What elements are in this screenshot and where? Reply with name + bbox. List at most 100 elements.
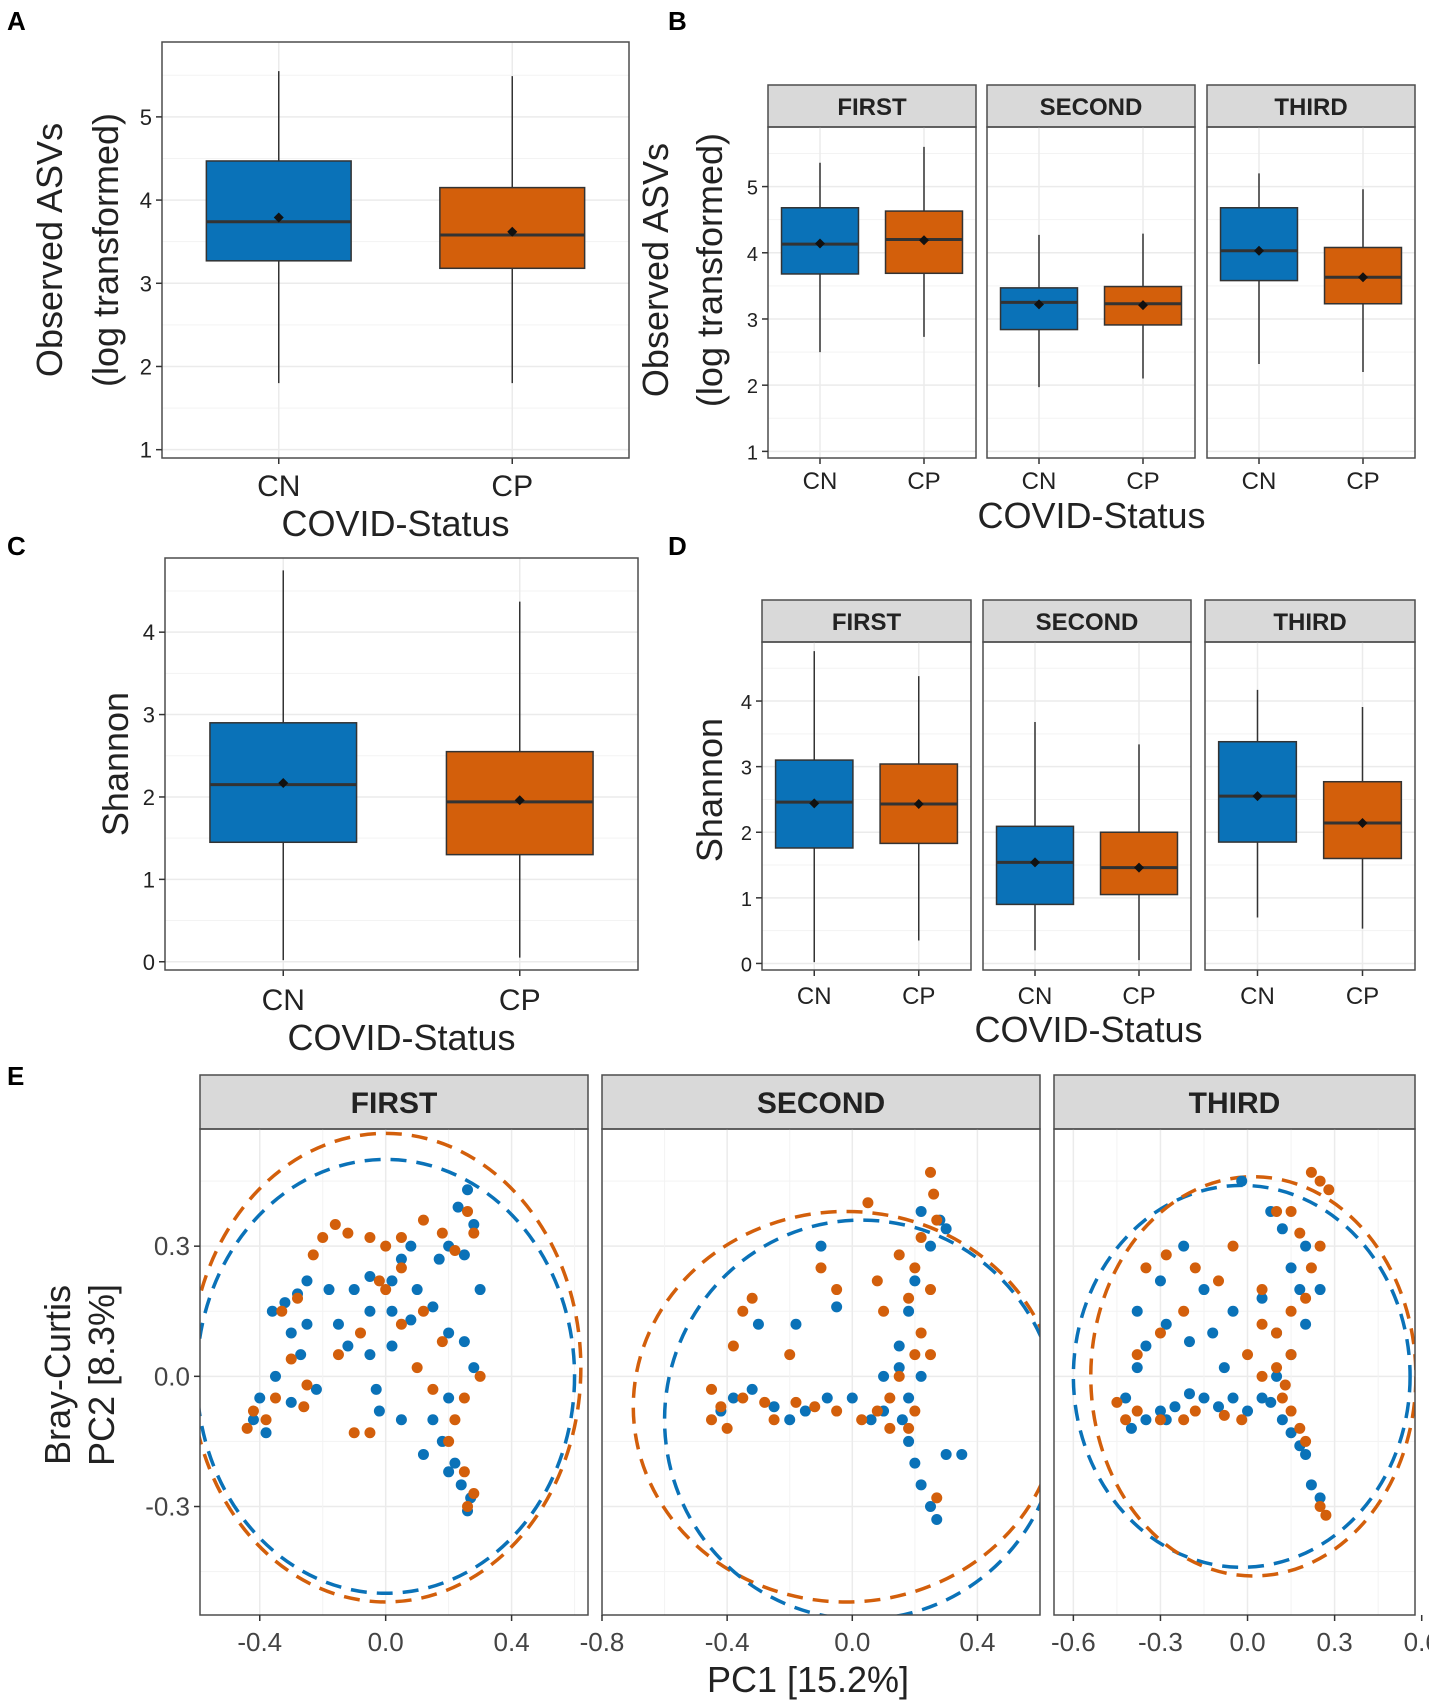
box-cn xyxy=(1219,207,1299,282)
panel-e: FIRST -0.4 0.0 0.4 SECOND -0.8 -0.4 0.0 0.4 THIRD… xyxy=(37,1074,1429,1700)
point-cn xyxy=(348,1284,360,1296)
plot-area xyxy=(602,1129,1040,1615)
point-cn xyxy=(1154,1275,1166,1287)
y-tick-label: 2 xyxy=(741,823,752,845)
panel-b: FIRST CN CP SECOND CN CP THIRD CN CP 1 2 3 4 5 COVID-S… xyxy=(635,84,1416,536)
point-cp xyxy=(1189,1405,1201,1417)
point-cp xyxy=(1242,1349,1254,1361)
point-cp xyxy=(925,1349,936,1361)
point-cp xyxy=(1320,1509,1332,1521)
facet-border xyxy=(986,126,1196,459)
mean-marker-cp xyxy=(919,235,929,246)
point-cp xyxy=(884,1422,896,1434)
x-tick-label-cp: CP xyxy=(907,468,940,495)
point-cn xyxy=(846,1392,858,1404)
box-cn xyxy=(205,160,352,262)
facet-strip xyxy=(1206,84,1416,128)
panel-letter-e: E xyxy=(7,1061,24,1091)
facet-c-all: CN CP xyxy=(164,557,639,1017)
point-cp xyxy=(1300,1435,1312,1447)
x-tick-label: 0.6 xyxy=(1404,1627,1429,1657)
x-tick-label: -0.4 xyxy=(237,1627,282,1657)
point-cp xyxy=(1294,1227,1306,1239)
mean-marker-cn xyxy=(1030,857,1040,868)
facet-b-third: THIRD CN CP xyxy=(1206,84,1416,495)
point-cp xyxy=(458,1466,470,1478)
point-cp xyxy=(915,1327,927,1339)
point-cp xyxy=(373,1275,385,1287)
point-cp xyxy=(727,1340,739,1352)
point-cn xyxy=(462,1184,474,1196)
x-axis-title: COVID-Status xyxy=(977,495,1205,536)
point-cn xyxy=(417,1448,429,1460)
point-cp xyxy=(417,1305,429,1317)
x-tick-label: -0.8 xyxy=(580,1627,625,1657)
point-cp xyxy=(903,1292,915,1304)
point-cp xyxy=(285,1353,297,1365)
point-cp xyxy=(329,1218,341,1230)
mean-marker-cp xyxy=(913,799,924,810)
point-cn xyxy=(323,1284,335,1296)
point-cn xyxy=(260,1427,272,1439)
x-tick-label-cp: CP xyxy=(1346,468,1379,495)
point-cp xyxy=(1189,1262,1201,1274)
point-cn xyxy=(1227,1392,1239,1404)
point-cn xyxy=(310,1383,322,1395)
x-tick-label-cn: CN xyxy=(1242,468,1277,495)
facet-strip xyxy=(601,1074,1041,1130)
point-cp xyxy=(411,1362,423,1374)
point-cp xyxy=(1285,1305,1297,1317)
point-cn xyxy=(386,1305,398,1317)
point-cn xyxy=(1265,1396,1277,1408)
point-cn xyxy=(1285,1262,1297,1274)
x-axis-title: COVID-Status xyxy=(287,1017,515,1058)
point-cp xyxy=(342,1227,354,1239)
point-cp xyxy=(332,1349,344,1361)
point-cp xyxy=(706,1414,717,1426)
facet-border xyxy=(1204,641,1416,971)
point-cn xyxy=(1140,1414,1152,1426)
point-cn xyxy=(893,1340,905,1352)
x-axis-title: PC1 [15.2%] xyxy=(707,1659,909,1700)
point-cn xyxy=(799,1405,811,1417)
plot-area xyxy=(1054,1129,1415,1615)
point-cn xyxy=(386,1275,398,1287)
x-tick-label-cp: CP xyxy=(499,984,541,1017)
facet-strip-label: THIRD xyxy=(1189,1087,1281,1120)
x-tick-label-cn: CN xyxy=(797,983,832,1010)
facet-strip-label: SECOND xyxy=(1040,94,1143,121)
point-cp xyxy=(1131,1349,1143,1361)
x-tick-label: 0.0 xyxy=(368,1627,404,1657)
point-cn xyxy=(468,1218,480,1230)
point-cn xyxy=(903,1305,915,1317)
facet-strip-label: FIRST xyxy=(832,609,902,636)
point-cp xyxy=(1227,1240,1239,1252)
point-cp xyxy=(1300,1292,1312,1304)
point-cn xyxy=(342,1340,354,1352)
point-cn xyxy=(1183,1388,1195,1400)
point-cn xyxy=(449,1457,461,1469)
point-cn xyxy=(452,1201,464,1213)
x-tick-label: 0.4 xyxy=(494,1627,530,1657)
point-cp xyxy=(395,1262,407,1274)
point-cp xyxy=(1120,1414,1132,1426)
y-axis-title: Observed ASVs xyxy=(29,123,70,377)
point-cp xyxy=(292,1292,304,1304)
facet-strip xyxy=(1204,599,1416,643)
mean-marker-cn xyxy=(1034,299,1044,310)
point-cn xyxy=(1160,1318,1172,1330)
x-tick-label-cp: CP xyxy=(1122,983,1155,1010)
y-tick-label: 1 xyxy=(143,867,155,892)
y-tick-label: 1 xyxy=(741,889,752,911)
ellipse-cp xyxy=(631,1209,1040,1604)
point-cn xyxy=(1178,1240,1190,1252)
y-tick-label: 4 xyxy=(143,620,155,645)
point-cp xyxy=(931,1492,943,1504)
point-cn xyxy=(370,1383,382,1395)
facet-strip-label: SECOND xyxy=(757,1087,885,1120)
point-cp xyxy=(1276,1392,1288,1404)
point-cp xyxy=(909,1349,921,1361)
x-axis-title: COVID-Status xyxy=(281,503,509,544)
point-cp xyxy=(878,1305,890,1317)
